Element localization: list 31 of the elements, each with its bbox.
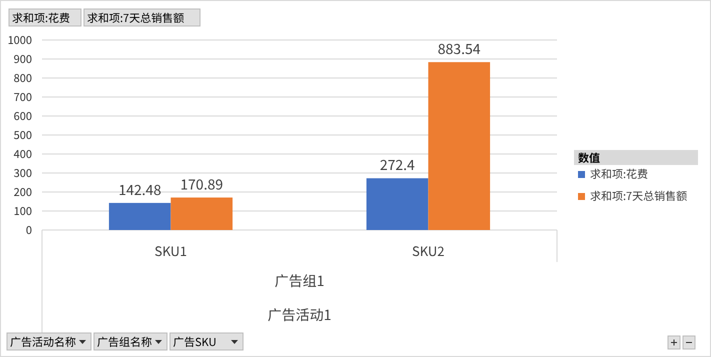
text: 求和项:7天总销售额 bbox=[87, 10, 184, 26]
y-tick-label: 200 bbox=[14, 184, 32, 200]
bar bbox=[170, 198, 233, 230]
y-tick-label: 900 bbox=[14, 51, 32, 67]
y-tick-label: 0 bbox=[26, 222, 32, 238]
y-tick-label: 400 bbox=[14, 146, 32, 162]
x-tick-label: SKU1 bbox=[154, 241, 188, 260]
y-tick-label: 300 bbox=[14, 165, 32, 181]
y-tick-label: 800 bbox=[14, 70, 32, 86]
legend-title: 数值 bbox=[578, 150, 600, 166]
x-tick-label: SKU2 bbox=[412, 241, 445, 260]
y-tick-label: 1000 bbox=[8, 32, 32, 48]
data-label: 883.54 bbox=[438, 39, 481, 60]
y-tick-label: 500 bbox=[14, 127, 32, 143]
text: 广告组名称 bbox=[97, 334, 152, 350]
bar bbox=[108, 202, 171, 230]
data-label: 142.48 bbox=[118, 180, 162, 200]
text: 求和项:花费 bbox=[12, 10, 70, 26]
y-tick-label: 600 bbox=[14, 108, 32, 124]
y-tick-label: 100 bbox=[14, 203, 32, 219]
text: 广告SKU bbox=[173, 334, 216, 350]
legend-label: 求和项:花费 bbox=[590, 166, 648, 182]
text: 广告组1 bbox=[274, 271, 324, 291]
legend-label: 求和项:7天总销售额 bbox=[590, 188, 688, 204]
text: 广告活动1 bbox=[268, 305, 332, 325]
y-tick-label: 700 bbox=[14, 89, 32, 105]
bar bbox=[366, 178, 428, 230]
text: 广告活动名称 bbox=[10, 334, 76, 350]
data-label: 170.89 bbox=[180, 174, 224, 195]
bar bbox=[428, 62, 490, 230]
data-label: 272.4 bbox=[380, 155, 416, 176]
